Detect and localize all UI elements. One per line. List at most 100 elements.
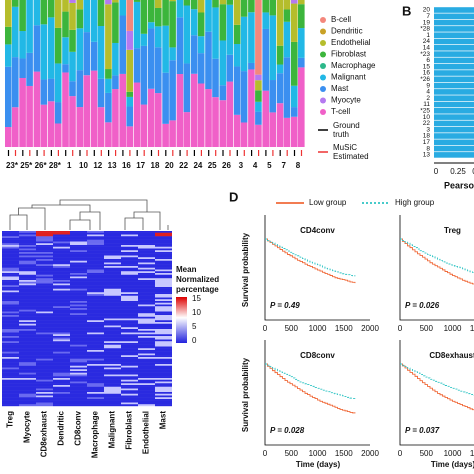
x-tick: 1000 <box>444 324 462 333</box>
heat-cell <box>87 336 104 338</box>
heat-cell <box>53 365 70 368</box>
heat-cell <box>121 360 138 363</box>
heat-cell <box>36 266 53 268</box>
heat-cell <box>70 341 87 344</box>
heat-cell <box>138 231 155 233</box>
stack-segment <box>62 0 69 12</box>
heat-cell <box>138 290 155 293</box>
bar <box>434 101 474 108</box>
heat-cell <box>104 313 121 316</box>
stack-segment <box>298 0 305 5</box>
heat-cell <box>155 388 172 391</box>
heat-cell <box>19 267 36 270</box>
colorbar-tick: 10 <box>192 308 201 317</box>
x-axis-label: Time (days) <box>431 460 474 469</box>
heat-cell <box>2 294 19 296</box>
heat-cell <box>104 281 121 284</box>
heat-cell <box>121 257 138 260</box>
heat-cell <box>155 344 172 347</box>
heat-cell <box>70 259 87 261</box>
plot-title: CD8exhaust <box>429 351 474 360</box>
heat-cell <box>70 297 87 300</box>
heat-cell <box>138 320 155 323</box>
heat-cell <box>87 239 104 242</box>
heat-cell <box>104 322 121 324</box>
x-label: 18 <box>151 161 160 170</box>
heat-cell <box>121 402 138 405</box>
heat-cell <box>70 267 87 270</box>
heat-cell <box>104 353 121 356</box>
heat-cell <box>87 327 104 330</box>
stack-segment <box>176 74 184 147</box>
stack-segment <box>5 44 12 67</box>
heat-cell <box>70 295 87 298</box>
heat-cell <box>155 400 172 403</box>
heat-cell <box>138 348 155 351</box>
stack-segment <box>276 0 284 46</box>
y-label: 4 <box>426 89 430 96</box>
stack-segment <box>155 47 162 94</box>
heat-cell <box>2 269 19 272</box>
heat-cell <box>53 360 70 363</box>
heat-cell <box>36 404 53 407</box>
heat-cell <box>155 243 172 246</box>
heat-cell <box>36 364 53 366</box>
heat-cell <box>155 383 172 386</box>
curve-low <box>265 363 356 414</box>
stack-segment <box>33 71 41 147</box>
plot-title: CD8conv <box>300 351 335 360</box>
heat-cell <box>53 353 70 356</box>
y-label: 22 <box>423 120 431 127</box>
heat-cell <box>70 369 87 372</box>
plot-title: Treg <box>444 226 461 235</box>
heat-cell <box>36 232 53 235</box>
heat-cell <box>53 304 70 307</box>
bar <box>434 108 474 114</box>
heat-cell <box>70 316 87 319</box>
heat-cell <box>138 302 155 305</box>
stack-segment <box>69 29 76 52</box>
heat-cell <box>121 243 138 246</box>
heat-cell <box>19 400 36 403</box>
heat-cell <box>87 348 104 351</box>
heat-cell <box>121 350 138 352</box>
heat-cell <box>121 390 138 393</box>
heat-cell <box>155 323 172 326</box>
heat-cell <box>53 337 70 340</box>
column-label: Dendritic <box>57 410 66 445</box>
heat-cell <box>53 381 70 384</box>
heat-cell <box>138 393 155 396</box>
heat-cell <box>2 351 19 354</box>
heat-cell <box>121 260 138 263</box>
heat-cell <box>87 231 104 233</box>
heat-cell <box>138 269 155 272</box>
heat-cell <box>87 395 104 398</box>
heat-cell <box>87 306 104 309</box>
heat-cell <box>121 378 138 380</box>
heat-cell <box>155 273 172 275</box>
legend-label: T-cell <box>331 107 350 116</box>
heat-cell <box>104 371 121 373</box>
stack-segment <box>148 28 155 89</box>
heat-cell <box>104 385 121 387</box>
stack-segment <box>226 0 234 5</box>
heat-cell <box>70 276 87 279</box>
heat-cell <box>70 402 87 405</box>
heat-cell <box>87 269 104 272</box>
stack-segment <box>276 45 284 65</box>
y-label: 17 <box>423 139 431 146</box>
heat-cell <box>36 241 53 244</box>
stack-segment <box>291 85 298 108</box>
stack-segment <box>240 16 248 72</box>
heat-cell <box>155 343 172 345</box>
heat-cell <box>19 330 36 333</box>
heat-cell <box>138 309 155 312</box>
heat-cell <box>19 358 36 361</box>
heat-cell <box>138 259 155 261</box>
heat-cell <box>104 267 121 270</box>
heat-cell <box>53 295 70 298</box>
heat-cell <box>155 358 172 361</box>
heat-cell <box>70 371 87 373</box>
heat-cell <box>53 358 70 361</box>
heat-cell <box>121 351 138 354</box>
